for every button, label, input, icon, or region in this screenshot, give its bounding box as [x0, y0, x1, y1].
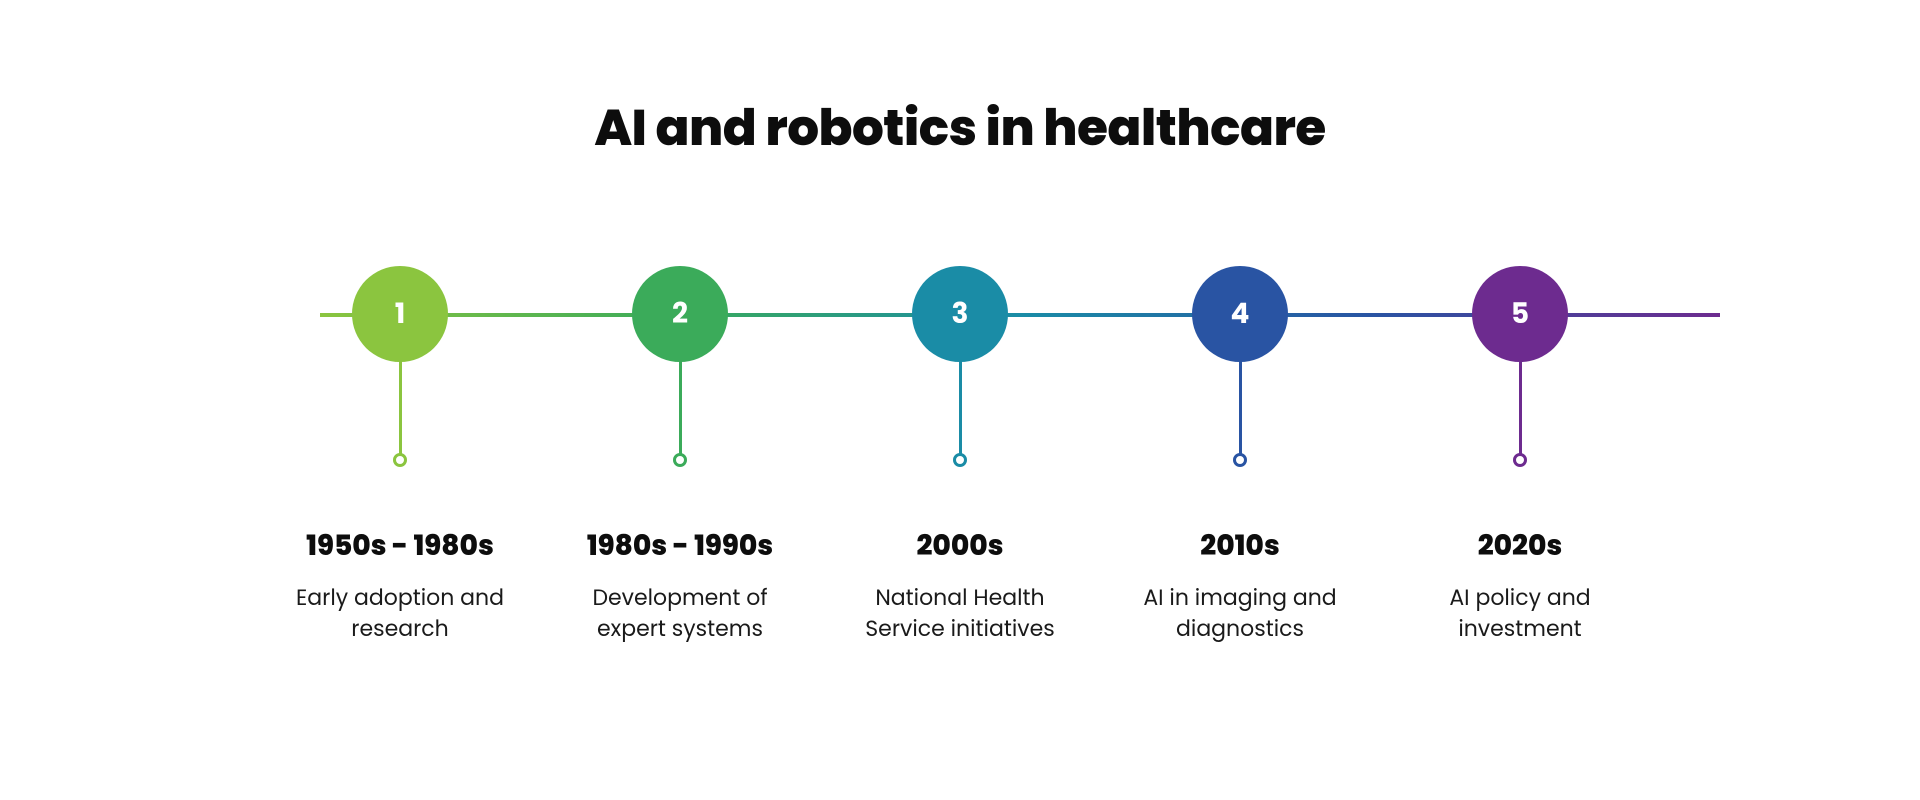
timeline-description: Early adoption and research: [285, 583, 515, 645]
timeline-drop-dot: [1233, 453, 1247, 467]
timeline-drop-line: [399, 360, 402, 458]
timeline-description: AI in imaging and diagnostics: [1125, 583, 1355, 645]
timeline-node-number: 4: [1231, 293, 1250, 335]
timeline-item-1: 1 1950s - 1980s Early adoption and resea…: [260, 266, 540, 645]
timeline-node-number: 2: [672, 293, 688, 335]
timeline-node-number: 3: [952, 293, 969, 335]
timeline-node-number: 1: [395, 293, 406, 335]
timeline-description: National Health Service initiatives: [845, 583, 1075, 645]
timeline-period: 2010s: [1200, 525, 1279, 567]
timeline-item-5: 5 2020s AI policy and investment: [1380, 266, 1660, 645]
timeline-period: 2000s: [916, 525, 1003, 567]
timeline-description: AI policy and investment: [1405, 583, 1635, 645]
timeline-drop-line: [679, 360, 682, 458]
timeline-drop-dot: [953, 453, 967, 467]
timeline-drop-dot: [393, 453, 407, 467]
timeline-period: 1950s - 1980s: [306, 525, 494, 567]
timeline-period: 2020s: [1478, 525, 1563, 567]
timeline-drop-dot: [1513, 453, 1527, 467]
timeline-node-circle: 3: [912, 266, 1008, 362]
timeline-node-circle: 5: [1472, 266, 1568, 362]
timeline-node-number: 5: [1511, 293, 1529, 335]
timeline-drop-dot: [673, 453, 687, 467]
timeline-drop-line: [1239, 360, 1242, 458]
timeline-drop-line: [1519, 360, 1522, 458]
timeline-item-3: 3 2000s National Health Service initiati…: [820, 266, 1100, 645]
timeline-item-2: 2 1980s - 1990s Development of expert sy…: [540, 266, 820, 645]
timeline-node-circle: 1: [352, 266, 448, 362]
timeline-period: 1980s - 1990s: [587, 525, 773, 567]
timeline-node-circle: 4: [1192, 266, 1288, 362]
timeline-description: Development of expert systems: [565, 583, 795, 645]
page-title: AI and robotics in healthcare: [594, 90, 1325, 166]
timeline-item-4: 4 2010s AI in imaging and diagnostics: [1100, 266, 1380, 645]
timeline-drop-line: [959, 360, 962, 458]
timeline-node-circle: 2: [632, 266, 728, 362]
timeline: 1 1950s - 1980s Early adoption and resea…: [260, 266, 1660, 645]
